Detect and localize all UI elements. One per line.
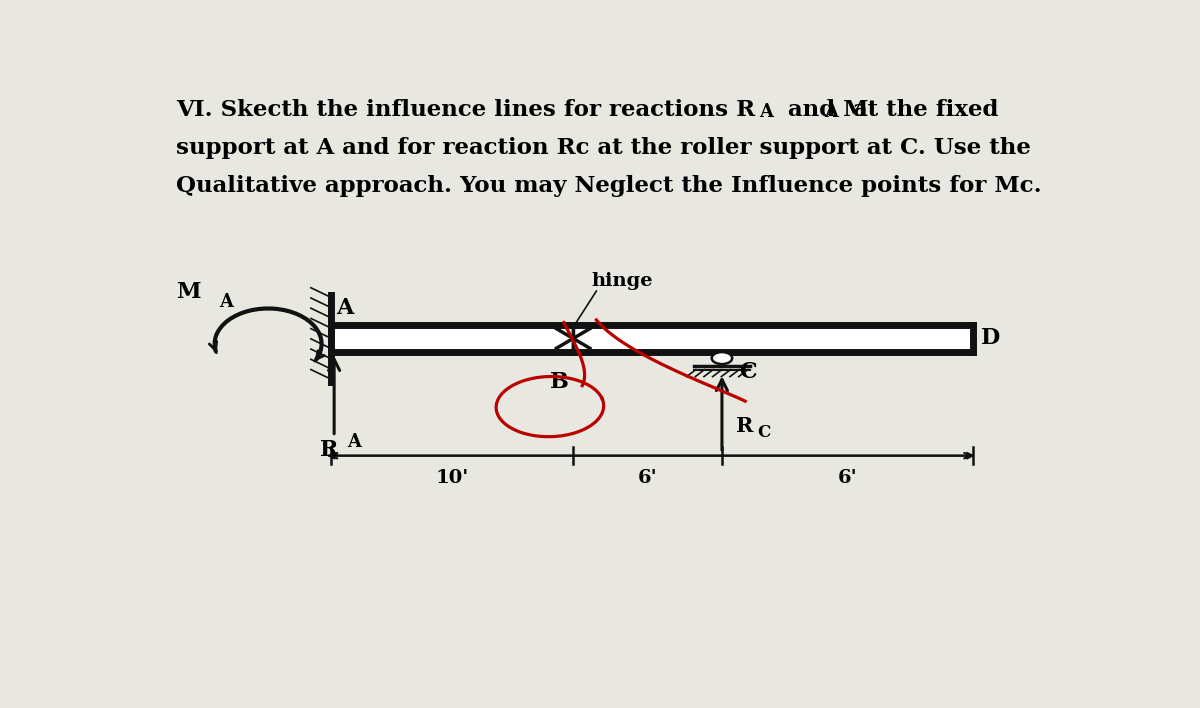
- Text: 10': 10': [436, 469, 469, 487]
- Circle shape: [712, 352, 732, 364]
- Text: Qualitative approach. You may Neglect the Influence points for Mc.: Qualitative approach. You may Neglect th…: [176, 175, 1042, 197]
- Text: at the fixed: at the fixed: [845, 98, 998, 120]
- Text: and M: and M: [780, 98, 868, 120]
- Bar: [331, 326, 574, 352]
- Text: A: A: [760, 103, 773, 121]
- Text: A: A: [220, 293, 233, 312]
- Text: 6': 6': [838, 469, 857, 487]
- Text: C: C: [757, 423, 770, 440]
- Text: A: A: [336, 297, 353, 319]
- Text: hinge: hinge: [592, 272, 653, 290]
- Text: D: D: [980, 328, 1000, 350]
- Text: B: B: [550, 370, 569, 393]
- Text: C: C: [739, 361, 756, 383]
- Text: VI. Skecth the influence lines for reactions R: VI. Skecth the influence lines for react…: [176, 98, 755, 120]
- Text: M: M: [176, 281, 200, 303]
- Text: A: A: [824, 103, 839, 121]
- Text: R: R: [736, 416, 754, 435]
- Text: A: A: [348, 433, 361, 451]
- Text: 6': 6': [637, 469, 658, 487]
- Text: support at A and for reaction Rc at the roller support at C. Use the: support at A and for reaction Rc at the …: [176, 137, 1031, 159]
- Text: R: R: [320, 439, 338, 462]
- Bar: [574, 326, 973, 352]
